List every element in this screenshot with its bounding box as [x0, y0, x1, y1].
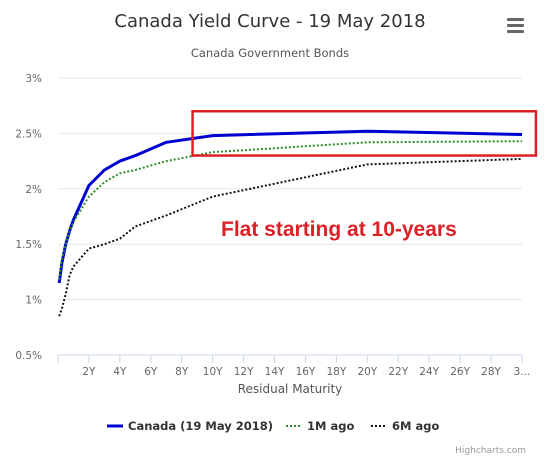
x-tick-label: 6Y	[144, 366, 158, 378]
x-tick-label: 18Y	[327, 366, 347, 378]
menu-icon[interactable]	[507, 18, 524, 33]
y-tick-label: 3%	[25, 73, 42, 85]
series-line[interactable]	[58, 140, 523, 280]
menu-icon-bar	[507, 18, 524, 21]
annotation-text: Flat starting at 10-years	[221, 218, 457, 241]
x-tick-label: 10Y	[203, 366, 223, 378]
x-tick-label: 3...	[514, 366, 531, 378]
legend-item[interactable]: 1M ago	[307, 419, 354, 433]
gridlines	[58, 77, 522, 356]
x-tick-label: 24Y	[419, 366, 439, 378]
x-axis-title: Residual Maturity	[238, 382, 343, 396]
x-tick-label: 16Y	[296, 366, 316, 378]
annotation-box	[191, 109, 538, 157]
x-tick-label: 12Y	[234, 366, 254, 378]
x-tick-label: 2Y	[82, 366, 96, 378]
y-tick-label: 1%	[25, 295, 42, 307]
menu-icon-bar	[507, 30, 524, 33]
x-tick-label: 8Y	[175, 366, 189, 378]
chart-subtitle: Canada Government Bonds	[191, 46, 349, 60]
x-tick-label: 4Y	[113, 366, 127, 378]
y-tick-label: 1.5%	[15, 239, 42, 251]
x-tick-label: 20Y	[357, 366, 377, 378]
y-tick-label: 2%	[25, 184, 42, 196]
x-tick-label: 28Y	[481, 366, 501, 378]
y-tick-label: 0.5%	[15, 350, 42, 362]
series-lines	[57, 129, 523, 317]
series-line[interactable]	[57, 129, 523, 284]
x-tick-label: 26Y	[450, 366, 470, 378]
chart-title: Canada Yield Curve - 19 May 2018	[114, 11, 425, 32]
x-axis-ticks: 2Y 4Y 6Y 8Y 10Y 12Y 14Y 16Y 18Y 20Y 22Y 24Y 26Y 28Y 3.…	[57, 355, 531, 378]
legend: Canada (19 May 2018) 1M ago 6M ago	[107, 419, 439, 433]
y-axis-ticks: 0.5% 1% 1.5% 2% 2.5% 3%	[15, 73, 42, 362]
x-tick-label: 14Y	[265, 366, 285, 378]
y-tick-label: 2.5%	[15, 128, 42, 140]
menu-icon-bar	[507, 24, 524, 27]
legend-item[interactable]: Canada (19 May 2018)	[128, 419, 273, 433]
credits[interactable]: Highcharts.com	[455, 446, 526, 456]
x-tick-label: 22Y	[388, 366, 408, 378]
legend-item[interactable]: 6M ago	[392, 419, 439, 433]
